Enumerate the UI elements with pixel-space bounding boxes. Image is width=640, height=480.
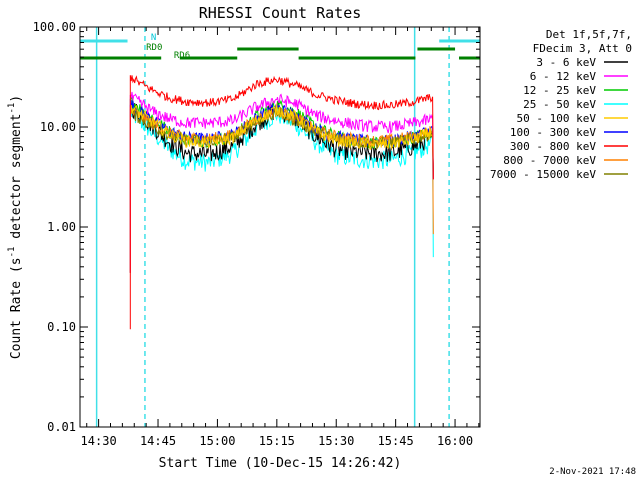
- legend-item: 12 - 25 keV: [523, 84, 628, 97]
- y-axis-label-group: Count Rate (s-1 detector segment-1): [7, 95, 24, 359]
- x-tick: 15:30: [318, 27, 354, 448]
- series-line: [129, 100, 434, 273]
- y-axis-label-superscript-1: -1: [7, 247, 17, 258]
- x-tick: 15:00: [199, 27, 235, 448]
- y-axis-label-part-3: ): [9, 95, 24, 103]
- y-tick-label: 100.00: [33, 20, 76, 34]
- y-tick: 1.00: [47, 220, 480, 234]
- y-axis-label-part-2: detector segment: [9, 114, 24, 247]
- y-tick: 10.00: [40, 120, 480, 134]
- y-tick-label: 0.01: [47, 420, 76, 434]
- legend-header-line-2: FDecim 3, Att 0: [533, 42, 632, 55]
- x-tick: 16:00: [437, 27, 473, 448]
- y-axis-label-superscript-2: -1: [7, 103, 17, 114]
- x-tick-label: 15:00: [199, 434, 235, 448]
- x-axis-label: Start Time (10-Dec-15 14:26:42): [159, 456, 402, 471]
- legend-item: 800 - 7000 keV: [503, 154, 628, 167]
- x-axis: 14:30 14:45 15:00 15:15 15:30 15:45 16:00: [81, 27, 480, 448]
- plot-frame: [79, 26, 481, 428]
- rd6-label: RD6: [174, 51, 190, 61]
- x-tick-label: 15:45: [378, 434, 414, 448]
- series-line: [129, 91, 434, 273]
- y-axis-label: Count Rate (s-1 detector segment-1): [7, 95, 24, 359]
- y-tick-label: 0.10: [47, 320, 76, 334]
- y-tick-label: 1.00: [47, 220, 76, 234]
- series-line: [129, 75, 434, 330]
- legend-item-label: 7000 - 15000 keV: [490, 168, 596, 181]
- legend-item-label: 12 - 25 keV: [523, 84, 596, 97]
- series-line: [129, 96, 434, 273]
- y-tick: 0.10: [47, 320, 480, 334]
- footer-timestamp: 2-Nov-2021 17:48: [549, 467, 636, 477]
- x-tick-label: 15:30: [318, 434, 354, 448]
- legend-item: 300 - 800 keV: [510, 140, 628, 153]
- series-line: [129, 103, 434, 273]
- x-tick: 15:45: [378, 27, 414, 448]
- x-tick-label: 16:00: [437, 434, 473, 448]
- legend-item: 6 - 12 keV: [530, 70, 628, 83]
- legend-item-label: 800 - 7000 keV: [503, 154, 596, 167]
- legend-item: 3 - 6 keV: [536, 56, 628, 69]
- legend: Det 1f,5f,7f, FDecim 3, Att 0 3 - 6 keV6…: [490, 28, 632, 181]
- x-tick: 15:15: [259, 27, 295, 448]
- legend-item: 50 - 100 keV: [517, 112, 628, 125]
- x-tick-label: 15:15: [259, 434, 295, 448]
- series-line: [129, 100, 434, 273]
- night-label: N: [151, 33, 156, 43]
- y-axis: 100.00 10.00 1.00 0.10 0.01: [33, 20, 480, 434]
- legend-item: 25 - 50 keV: [523, 98, 628, 111]
- legend-item-label: 25 - 50 keV: [523, 98, 596, 111]
- legend-item: 100 - 300 keV: [510, 126, 628, 139]
- x-tick-label: 14:30: [81, 434, 117, 448]
- legend-header-line-1: Det 1f,5f,7f,: [546, 28, 632, 41]
- legend-item-label: 100 - 300 keV: [510, 126, 596, 139]
- legend-item-label: 6 - 12 keV: [530, 70, 597, 83]
- x-tick: 14:30: [81, 27, 117, 448]
- rd0-label: RD0: [146, 43, 162, 53]
- legend-item-label: 3 - 6 keV: [536, 56, 596, 69]
- x-tick: 14:45: [140, 27, 176, 448]
- y-tick-label: 10.00: [40, 120, 76, 134]
- legend-item: 7000 - 15000 keV: [490, 168, 628, 181]
- legend-item-label: 50 - 100 keV: [517, 112, 597, 125]
- legend-item-label: 300 - 800 keV: [510, 140, 596, 153]
- chart-title: RHESSI Count Rates: [199, 4, 362, 22]
- x-tick-label: 14:45: [140, 434, 176, 448]
- y-axis-label-part-1: Count Rate (s: [9, 257, 24, 359]
